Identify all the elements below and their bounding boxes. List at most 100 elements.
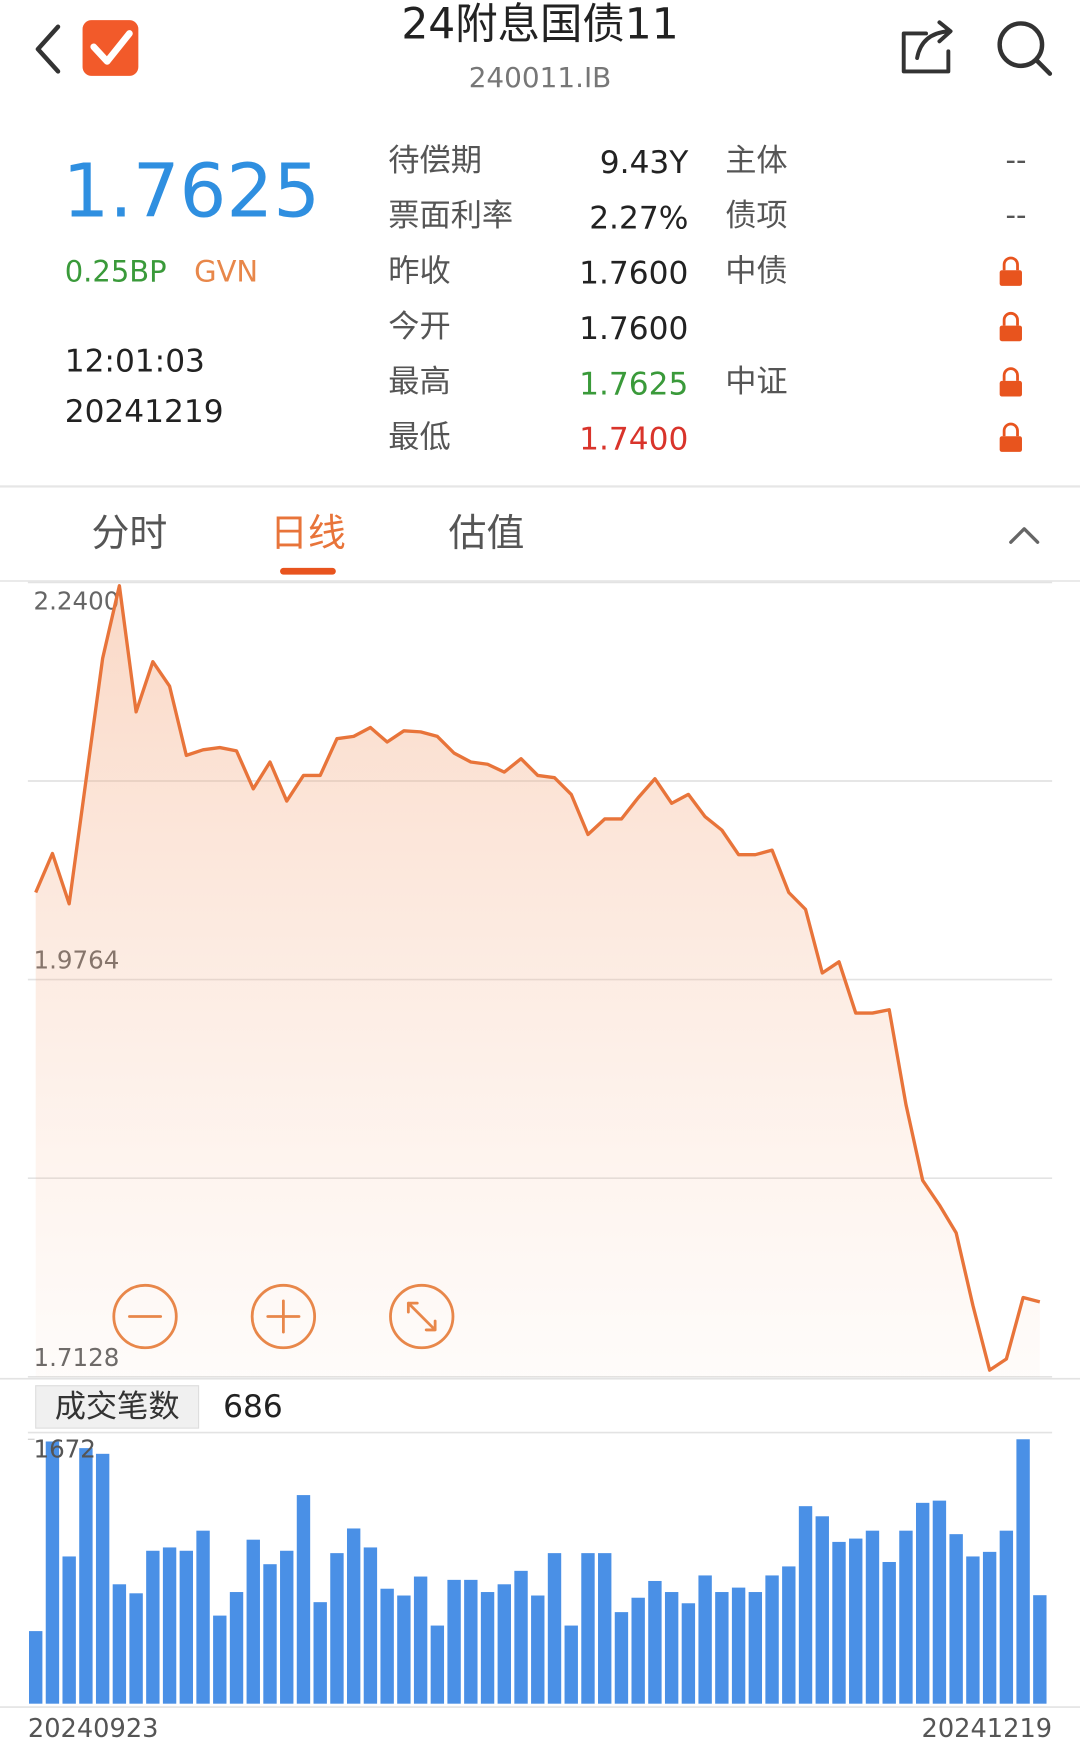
lock-shackle — [1002, 367, 1019, 381]
source: GVN — [194, 254, 258, 288]
volume-bar — [664, 1592, 679, 1704]
volume-bar — [95, 1453, 110, 1704]
lock-shackle — [1002, 422, 1019, 437]
volume-bar — [162, 1547, 177, 1704]
tab[interactable]: 分时 — [91, 511, 167, 555]
volume-bar — [949, 1534, 963, 1704]
field-side-label: 中证 — [725, 364, 787, 400]
volume-bar — [296, 1495, 311, 1704]
volume-bar — [849, 1538, 863, 1704]
volume-bar — [263, 1564, 277, 1704]
volume-bar — [1016, 1439, 1030, 1704]
volume-bar — [229, 1592, 244, 1704]
volume-bar — [330, 1553, 344, 1704]
tab-indicator — [280, 567, 336, 575]
field-value: 9.43Y — [600, 145, 690, 181]
area-fill — [35, 585, 1040, 1377]
volume-bar — [966, 1556, 980, 1704]
volume-bar — [179, 1550, 194, 1704]
fullscreen-button[interactable] — [389, 1283, 455, 1350]
lock-body — [999, 270, 1022, 286]
volume-bar — [129, 1593, 143, 1704]
collapse-button[interactable] — [1009, 527, 1040, 544]
field-side-value: -- — [1006, 143, 1027, 177]
volume-label-box — [35, 1385, 200, 1429]
lock-icon — [999, 311, 1022, 342]
zoom-out-button[interactable] — [112, 1283, 178, 1350]
volume-bar — [882, 1561, 896, 1704]
lock-icon — [999, 422, 1022, 452]
title: 24附息国债11 — [401, 0, 678, 48]
watch-toggle[interactable] — [82, 20, 139, 76]
field-side-label: 主体 — [725, 143, 787, 179]
last-price: 1.7625 — [62, 149, 320, 234]
tabs: 分时 日线 估值 — [91, 511, 524, 575]
field-side-label: 债项 — [725, 198, 787, 234]
x-tick-label: 20240923 — [28, 1714, 159, 1744]
zoom-in-button[interactable] — [250, 1283, 317, 1350]
volume-bar — [146, 1550, 160, 1704]
volume-bar — [514, 1570, 528, 1704]
tab[interactable]: 估值 — [449, 511, 525, 555]
lock-body — [999, 436, 1022, 452]
y-tick-label: 2.2400 — [33, 586, 119, 615]
volume-bar — [480, 1592, 495, 1704]
lock-body — [999, 380, 1022, 397]
field-label: 最高 — [388, 364, 450, 400]
volume-bar — [731, 1587, 746, 1704]
change: 0.25BP — [65, 254, 167, 288]
tab[interactable]: 日线 — [270, 511, 346, 555]
search-button[interactable] — [997, 21, 1053, 76]
volume-bar — [698, 1575, 712, 1704]
volume-bar — [346, 1528, 361, 1704]
volume-bar — [112, 1584, 127, 1704]
volume-bar — [932, 1500, 947, 1704]
volume-bar — [447, 1579, 461, 1704]
volume-bar — [982, 1551, 997, 1704]
volume-bar — [29, 1631, 43, 1704]
x-tick-label: 20241219 — [922, 1714, 1053, 1744]
volume-bar — [564, 1625, 578, 1704]
field-label: 待偿期 — [388, 143, 482, 179]
volume-bar — [464, 1579, 478, 1704]
volume-bar — [196, 1530, 210, 1704]
subtitle: 240011.IB — [469, 61, 612, 94]
volume-bar — [648, 1580, 662, 1704]
volume-label: 成交笔数 — [55, 1389, 180, 1425]
field-value: 2.27% — [589, 200, 688, 236]
field-label: 今开 — [388, 309, 450, 345]
divider — [0, 485, 1080, 488]
field-value: 1.7600 — [579, 256, 688, 292]
volume-bar — [280, 1550, 294, 1704]
volume-bar — [213, 1615, 227, 1704]
lock-icon — [999, 256, 1022, 286]
chart-area: 1.71281.97642.2400成交笔数686167220240923202… — [0, 581, 1080, 1744]
volume-bar — [380, 1588, 394, 1704]
field-value: 1.7400 — [579, 422, 688, 458]
volume-bar — [246, 1539, 260, 1704]
volume-bar — [915, 1502, 930, 1704]
lock-icon — [999, 367, 1022, 397]
field-side-label: 中债 — [725, 253, 787, 289]
back-button[interactable] — [35, 24, 61, 74]
volume-bar — [614, 1612, 629, 1704]
volume-current: 686 — [223, 1389, 283, 1425]
volume-bar — [798, 1506, 813, 1704]
volume-bar — [598, 1553, 612, 1704]
volume-bar — [497, 1584, 511, 1704]
volume-bar — [832, 1541, 846, 1704]
quote-time: 12:01:03 — [65, 344, 205, 380]
divider — [0, 1377, 1080, 1380]
volume-bar — [782, 1566, 796, 1704]
volume-bar — [715, 1592, 729, 1704]
volume-bar — [430, 1625, 445, 1704]
share-button[interactable] — [901, 20, 953, 74]
volume-bar — [547, 1553, 562, 1704]
field-label: 最低 — [388, 419, 450, 455]
volume-bar — [363, 1547, 378, 1704]
quote-date: 20241219 — [65, 394, 224, 430]
check-icon — [90, 30, 133, 65]
volume-bar — [62, 1556, 76, 1704]
